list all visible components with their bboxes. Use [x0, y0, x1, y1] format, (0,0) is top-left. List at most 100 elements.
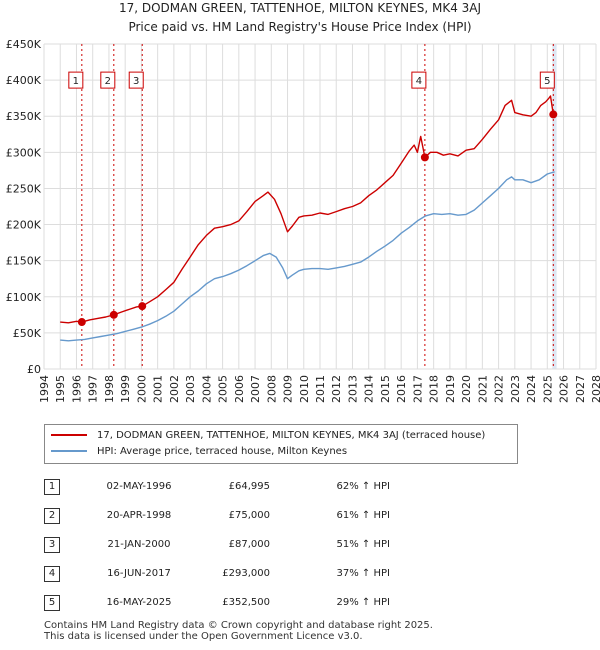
sale-marker-box: [128, 71, 144, 89]
legend-label-hpi: HPI: Average price, terraced house, Milt…: [97, 446, 348, 457]
x-tick-label: 2025: [541, 375, 554, 403]
chart-title: 17, DODMAN GREEN, TATTENHOE, MILTON KEYN…: [119, 1, 481, 15]
x-tick-label: 2027: [574, 375, 587, 403]
x-tick-label: 2021: [476, 375, 489, 403]
x-tick-label: 2017: [411, 375, 424, 403]
x-tick-label: 2024: [525, 375, 538, 403]
sale-date: 16-JUN-2017: [107, 568, 171, 579]
property-price-line: [60, 95, 556, 324]
table-row: 1 02-MAY-1996 £64,995 62% ↑ HPI: [40, 472, 390, 501]
sale-price: £352,500: [222, 597, 270, 608]
sale-marker-box: [68, 71, 84, 89]
sale-point: [420, 153, 429, 162]
legend-swatch-hpi: [51, 450, 87, 452]
sale-marker-label: 1: [73, 76, 79, 87]
x-tick-label: 2006: [233, 375, 246, 403]
sale-hpi: 51% ↑ HPI: [336, 539, 390, 550]
x-tick-label: 1998: [103, 375, 116, 403]
y-tick-label: £200K: [6, 219, 42, 232]
table-row: 2 20-APR-1998 £75,000 61% ↑ HPI: [40, 501, 390, 530]
x-tick-label: 2007: [249, 375, 262, 403]
x-tick-label: 2002: [168, 375, 181, 403]
sale-price: £87,000: [228, 539, 270, 550]
sale-date: 02-MAY-1996: [106, 481, 172, 492]
x-tick-label: 2005: [217, 375, 230, 403]
y-tick-label: £250K: [6, 182, 42, 195]
x-tick-label: 2004: [200, 375, 213, 403]
sale-marker-box: [100, 71, 116, 89]
y-tick-label: £150K: [6, 255, 42, 268]
x-tick-label: 2015: [379, 375, 392, 403]
x-tick-label: 2016: [395, 375, 408, 403]
sale-price: £75,000: [228, 510, 270, 521]
hpi-line: [60, 171, 555, 342]
chart-subtitle: Price paid vs. HM Land Registry's House …: [128, 20, 471, 34]
x-tick-label: 1999: [119, 375, 132, 403]
sale-marker-label: 2: [105, 76, 111, 87]
sales-table: 1 02-MAY-1996 £64,995 62% ↑ HPI 2 20-APR…: [40, 472, 390, 617]
legend-label-property: 17, DODMAN GREEN, TATTENHOE, MILTON KEYN…: [97, 430, 486, 441]
y-tick-label: £50K: [13, 327, 42, 340]
chart-legend: 17, DODMAN GREEN, TATTENHOE, MILTON KEYN…: [44, 424, 518, 464]
x-tick-label: 1997: [87, 375, 100, 403]
sale-number-box: 2: [44, 507, 60, 524]
legend-item-property: 17, DODMAN GREEN, TATTENHOE, MILTON KEYN…: [51, 428, 485, 444]
sale-point: [109, 310, 118, 319]
x-tick-label: 1996: [70, 375, 83, 403]
table-row: 3 21-JAN-2000 £87,000 51% ↑ HPI: [40, 530, 390, 559]
x-tick-label: 1994: [38, 375, 51, 403]
sale-marker-label: 4: [416, 76, 422, 87]
y-tick-label: £300K: [6, 146, 42, 159]
sale-price: £64,995: [228, 481, 270, 492]
sale-marker-box: [411, 71, 427, 89]
y-tick-label: £0: [27, 363, 41, 376]
x-tick-label: 2022: [493, 375, 506, 403]
sale-marker-box: [539, 71, 555, 89]
sale-hpi: 29% ↑ HPI: [336, 597, 390, 608]
sale-point: [138, 302, 147, 311]
sale-price: £293,000: [222, 568, 270, 579]
x-tick-label: 2013: [346, 375, 359, 403]
x-tick-label: 2012: [330, 375, 343, 403]
sale-hpi: 37% ↑ HPI: [336, 568, 390, 579]
footer: Contains HM Land Registry data © Crown c…: [44, 620, 433, 642]
sale-date: 20-APR-1998: [106, 510, 172, 521]
sale-point: [77, 318, 86, 327]
x-tick-label: 2023: [509, 375, 522, 403]
sale-hpi: 61% ↑ HPI: [336, 510, 390, 521]
sale-number-box: 3: [44, 536, 60, 553]
x-tick-label: 2019: [444, 375, 457, 403]
sale-hpi: 62% ↑ HPI: [336, 481, 390, 492]
footer-copyright: Contains HM Land Registry data © Crown c…: [44, 620, 433, 631]
sale-number-box: 1: [44, 478, 60, 495]
x-tick-label: 2010: [298, 375, 311, 403]
x-tick-label: 2014: [363, 375, 376, 403]
x-tick-label: 2000: [135, 375, 148, 403]
x-tick-label: 2020: [460, 375, 473, 403]
x-tick-label: 2011: [314, 375, 327, 403]
y-tick-label: £350K: [6, 110, 42, 123]
legend-swatch-property: [51, 434, 87, 436]
sale-marker-label: 3: [133, 76, 139, 87]
y-tick-label: £450K: [6, 38, 42, 51]
x-tick-label: 2001: [152, 375, 165, 403]
footer-licence: This data is licensed under the Open Gov…: [44, 631, 363, 642]
sale-point: [549, 110, 558, 119]
sale-number-box: 5: [44, 594, 60, 611]
x-tick-label: 2018: [428, 375, 441, 403]
legend-item-hpi: HPI: Average price, terraced house, Milt…: [51, 444, 347, 460]
x-tick-label: 1995: [54, 375, 67, 403]
price-chart: 17, DODMAN GREEN, TATTENHOE, MILTON KEYN…: [6, 1, 600, 403]
y-tick-label: £400K: [6, 74, 42, 87]
sale-marker-label: 5: [544, 76, 550, 87]
sale-date: 16-MAY-2025: [106, 597, 172, 608]
sale-date: 21-JAN-2000: [107, 539, 171, 550]
x-tick-label: 2026: [558, 375, 571, 403]
y-tick-label: £100K: [6, 291, 42, 304]
x-tick-label: 2028: [590, 375, 600, 403]
table-row: 4 16-JUN-2017 £293,000 37% ↑ HPI: [40, 559, 390, 588]
sale-number-box: 4: [44, 565, 60, 582]
sale-shade-band: [552, 44, 557, 369]
x-tick-label: 2008: [265, 375, 278, 403]
table-row: 5 16-MAY-2025 £352,500 29% ↑ HPI: [40, 588, 390, 617]
